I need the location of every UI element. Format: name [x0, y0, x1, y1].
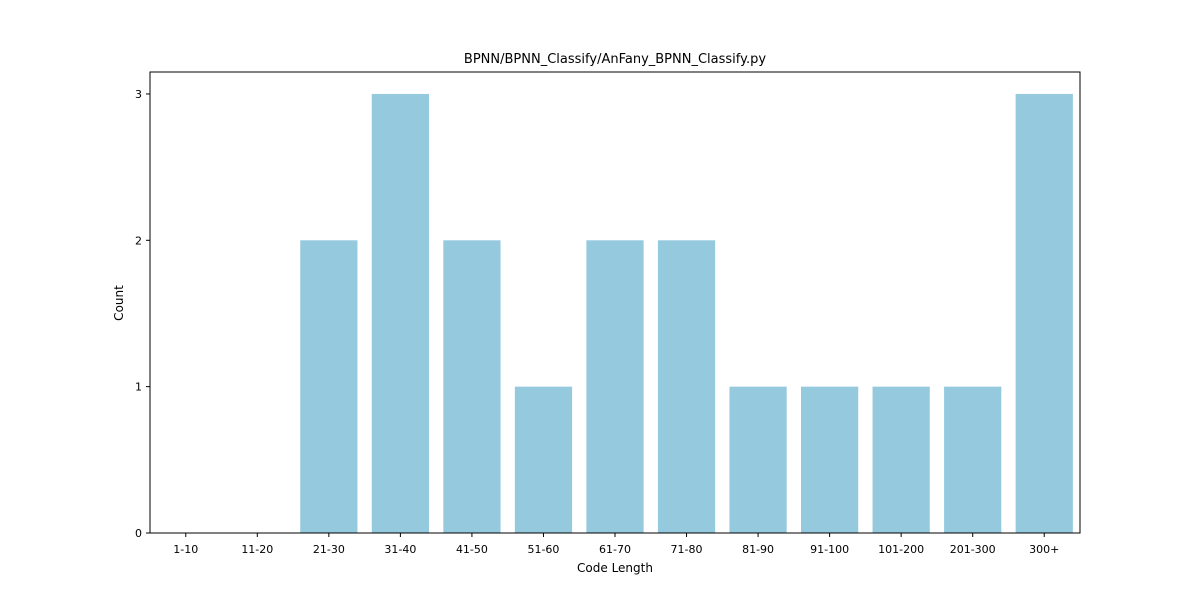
- x-tick-label: 21-30: [313, 543, 345, 556]
- x-tick-label: 101-200: [878, 543, 924, 556]
- x-tick-label: 11-20: [241, 543, 273, 556]
- x-tick-label: 300+: [1029, 543, 1059, 556]
- x-tick-label: 81-90: [742, 543, 774, 556]
- x-tick-label: 51-60: [527, 543, 559, 556]
- x-tick-label: 71-80: [671, 543, 703, 556]
- x-tick-label: 91-100: [810, 543, 849, 556]
- y-tick-label: 1: [135, 381, 142, 394]
- bar-21-30: [300, 240, 357, 533]
- y-axis-label: Count: [112, 285, 126, 321]
- bar-41-50: [443, 240, 500, 533]
- x-tick-label: 41-50: [456, 543, 488, 556]
- bar-91-100: [801, 387, 858, 533]
- x-tick-label: 61-70: [599, 543, 631, 556]
- bar-31-40: [372, 94, 429, 533]
- x-axis-label: Code Length: [577, 561, 653, 575]
- x-tick-label: 201-300: [950, 543, 996, 556]
- bar-101-200: [873, 387, 930, 533]
- bar-71-80: [658, 240, 715, 533]
- bar-300+: [1016, 94, 1073, 533]
- chart-title: BPNN/BPNN_Classify/AnFany_BPNN_Classify.…: [464, 52, 766, 67]
- bar-81-90: [729, 387, 786, 533]
- bars-layer: [300, 94, 1073, 533]
- y-tick-label: 0: [135, 527, 142, 540]
- bar-61-70: [586, 240, 643, 533]
- y-tick-label: 2: [135, 234, 142, 247]
- bar-201-300: [944, 387, 1001, 533]
- x-tick-label: 1-10: [173, 543, 198, 556]
- bar-51-60: [515, 387, 572, 533]
- y-tick-label: 3: [135, 88, 142, 101]
- x-tick-label: 31-40: [384, 543, 416, 556]
